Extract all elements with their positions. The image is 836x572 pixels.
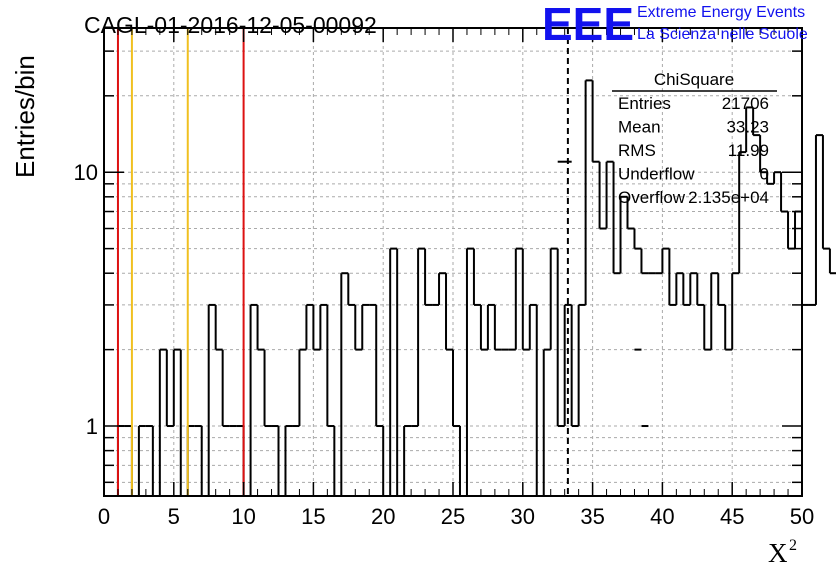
- x-tick-label: 20: [371, 504, 395, 529]
- stats-row-label: Underflow: [618, 165, 695, 184]
- x-tick-label: 15: [301, 504, 325, 529]
- stats-row-label: Overflow: [618, 188, 686, 207]
- stats-row-value: 11.99: [728, 141, 769, 160]
- y-tick-label: 10: [74, 160, 98, 185]
- x-tick-label: 50: [790, 504, 814, 529]
- stats-row-label: Entries: [618, 94, 671, 113]
- tick-labels: 0 5 10 15 20 25 30 35 40 45 50 1 10: [74, 160, 815, 529]
- stats-rows: Entries 21706 Mean 33.23 RMS 11.99 Underflow 0 O…: [618, 94, 769, 207]
- logo-tagline-1: Extreme Energy Events: [637, 4, 805, 21]
- stats-row-value: 2.135e+04: [688, 188, 769, 207]
- stats-row-value: 33.23: [726, 118, 769, 137]
- run-title: CAGL-01-2016-12-05-00092: [84, 12, 377, 38]
- x-tick-label: 40: [650, 504, 674, 529]
- x-tick-label: 35: [580, 504, 604, 529]
- stats-row-label: RMS: [618, 141, 656, 160]
- logo-tagline-2: La Scienza nelle Scuole: [637, 26, 808, 43]
- x-tick-label: 5: [168, 504, 180, 529]
- histogram-bars: [104, 79, 836, 497]
- stats-box: ChiSquare Entries 21706 Mean 33.23 RMS 11.99 U…: [612, 70, 777, 207]
- x-tick-label: 45: [720, 504, 744, 529]
- x-tick-label: 10: [231, 504, 255, 529]
- y-axis-label: Entries/bin: [10, 55, 40, 178]
- stats-row-value: 0: [760, 165, 769, 184]
- axis-ticks: [103, 28, 803, 496]
- x-tick-label: 25: [441, 504, 465, 529]
- x-axis-label: X: [768, 538, 788, 568]
- stats-row-label: Mean: [618, 118, 661, 137]
- x-tick-label: 0: [98, 504, 110, 529]
- x-tick-label: 30: [511, 504, 535, 529]
- stats-row-value: 21706: [722, 94, 769, 113]
- marker-lines: [116, 28, 569, 496]
- x-axis-label-superscript: 2: [789, 537, 797, 554]
- stats-title: ChiSquare: [654, 70, 734, 89]
- eee-logo: EEE: [542, 0, 634, 50]
- y-tick-label: 1: [86, 414, 98, 439]
